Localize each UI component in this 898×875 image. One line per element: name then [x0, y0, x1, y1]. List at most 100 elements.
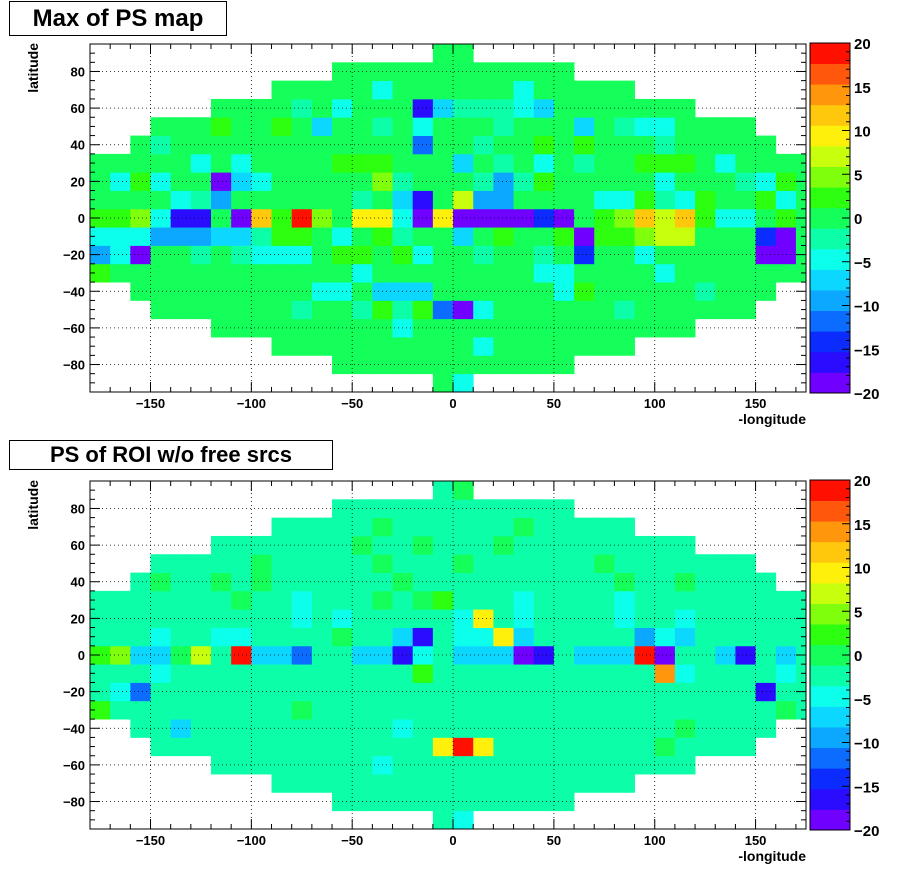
- heatmap-cell: [311, 300, 333, 320]
- heatmap-cell: [150, 627, 172, 647]
- heatmap-cell: [513, 554, 535, 573]
- colorbar-band: [810, 727, 850, 749]
- heatmap-cell: [755, 609, 777, 628]
- heatmap-cell: [90, 208, 111, 228]
- heatmap-cell: [654, 245, 676, 265]
- heatmap-cell: [614, 337, 635, 356]
- heatmap-cell: [453, 282, 474, 301]
- heatmap-cell: [614, 300, 635, 320]
- heatmap-cell: [674, 719, 696, 738]
- heatmap-cell: [110, 627, 131, 647]
- heatmap-cell: [332, 664, 353, 683]
- colorbar-band: [810, 166, 850, 188]
- heatmap-cell: [715, 719, 736, 738]
- heatmap-cell: [211, 153, 232, 173]
- colorbar-tick-label: −15: [854, 779, 879, 796]
- heatmap-cell: [311, 737, 333, 757]
- heatmap-cell: [735, 245, 756, 265]
- heatmap-cell: [513, 263, 535, 283]
- heatmap-cell: [493, 700, 514, 720]
- heatmap-cell: [634, 682, 656, 702]
- heatmap-cell: [674, 755, 696, 775]
- heatmap-cell: [150, 719, 172, 738]
- heatmap-cell: [372, 700, 393, 720]
- heatmap-cell: [574, 300, 595, 320]
- heatmap-cell: [170, 263, 192, 283]
- heatmap-cell: [190, 208, 212, 228]
- heatmap-cell: [412, 227, 434, 246]
- heatmap-cell: [271, 98, 293, 118]
- heatmap-cell: [574, 172, 595, 191]
- heatmap-cell: [553, 98, 575, 118]
- heatmap-cell: [211, 263, 232, 283]
- heatmap-cell: [493, 98, 514, 118]
- heatmap-cell: [533, 499, 555, 519]
- y-tick-label: 40: [71, 138, 85, 153]
- y-tick-label: 60: [71, 538, 85, 553]
- heatmap-cell: [775, 263, 797, 283]
- heatmap-cell: [291, 98, 313, 118]
- heatmap-cell: [190, 190, 212, 210]
- heatmap-cell: [735, 664, 756, 683]
- heatmap-cell: [130, 609, 151, 628]
- heatmap-cell: [473, 337, 494, 356]
- heatmap-cell: [372, 590, 393, 610]
- heatmap-cell: [332, 337, 353, 356]
- heatmap-cell: [170, 245, 192, 265]
- heatmap-cell: [392, 337, 414, 356]
- heatmap-cell: [735, 300, 756, 320]
- heatmap-cell: [533, 245, 555, 265]
- heatmap-cell: [251, 554, 272, 573]
- heatmap-cell: [735, 590, 756, 610]
- heatmap-cell: [211, 135, 232, 155]
- heatmap-cell: [150, 554, 172, 573]
- heatmap-cell: [634, 190, 656, 210]
- heatmap-cell: [412, 300, 434, 320]
- heatmap-cell: [473, 792, 494, 812]
- heatmap-cell: [533, 517, 555, 537]
- heatmap-cell: [735, 117, 756, 136]
- heatmap-cell: [654, 535, 676, 555]
- heatmap-cell: [412, 117, 434, 136]
- heatmap-cell: [674, 554, 696, 573]
- heatmap-cell: [332, 590, 353, 610]
- heatmap-cell: [211, 245, 232, 265]
- heatmap-cell: [715, 609, 736, 628]
- heatmap-cell: [755, 719, 777, 738]
- heatmap-cell: [654, 282, 676, 301]
- heatmap-cell: [211, 609, 232, 628]
- heatmap-cell: [795, 190, 806, 210]
- heatmap-cell: [90, 245, 111, 265]
- heatmap-cell: [50, 172, 71, 191]
- heatmap-cell: [695, 554, 716, 573]
- heatmap-cell: [332, 153, 353, 173]
- heatmap-cell: [795, 263, 806, 283]
- heatmap-cell: [211, 282, 232, 301]
- heatmap-cell: [574, 517, 595, 537]
- heatmap-cell: [735, 572, 756, 592]
- y-tick-label: −60: [63, 321, 85, 336]
- heatmap-cell: [130, 682, 151, 702]
- heatmap-cell: [251, 535, 272, 555]
- heatmap-cell: [553, 227, 575, 246]
- heatmap-cell: [231, 227, 252, 246]
- heatmap-cell: [755, 227, 777, 246]
- heatmap-cell: [695, 153, 716, 173]
- heatmap-cell: [574, 337, 595, 356]
- heatmap-cell: [251, 627, 272, 647]
- heatmap-cell: [654, 263, 676, 283]
- heatmap-cell: [170, 227, 192, 246]
- heatmap-cell: [594, 609, 615, 628]
- heatmap-cell: [170, 627, 192, 647]
- heatmap-cell: [715, 627, 736, 647]
- heatmap-cell: [594, 227, 615, 246]
- heatmap-cell: [432, 810, 454, 829]
- heatmap-cell: [473, 682, 494, 702]
- heatmap-cell: [150, 645, 172, 665]
- heatmap-cell: [533, 300, 555, 320]
- heatmap-cell: [634, 172, 656, 191]
- heatmap-cell: [190, 263, 212, 283]
- heatmap-cell: [553, 62, 575, 82]
- heatmap-cell: [271, 208, 293, 228]
- heatmap-cell: [473, 172, 494, 191]
